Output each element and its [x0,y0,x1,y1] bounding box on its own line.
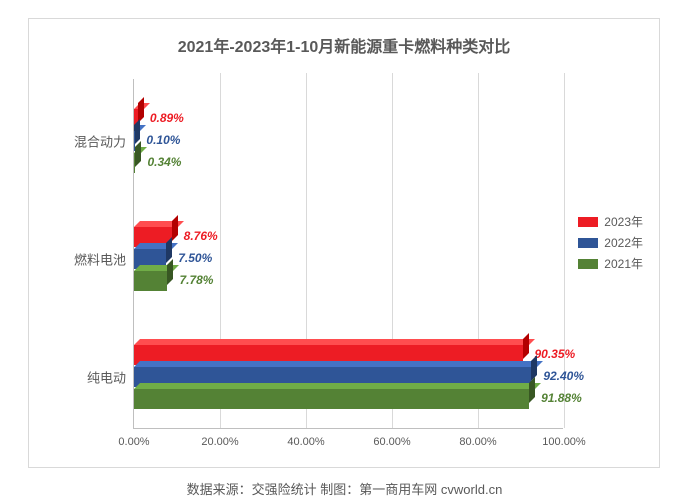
bar [134,389,529,409]
x-tick-label: 100.00% [542,436,585,448]
legend-swatch [578,238,598,248]
value-label: 90.35% [535,347,576,361]
value-label: 0.89% [150,111,184,125]
chart-frame: 2021年-2023年1-10月新能源重卡燃料种类对比 0.00%20.00%4… [0,0,689,502]
bar [134,153,135,173]
legend-label: 2023年 [604,213,643,230]
value-label: 92.40% [543,369,584,383]
x-tick-label: 20.00% [201,436,238,448]
category-label: 混合动力 [58,132,126,151]
data-source-footer: 数据来源：交强险统计 制图：第一商用车网 cvworld.cn [0,479,689,498]
value-label: 7.78% [179,273,213,287]
x-tick-label: 80.00% [459,436,496,448]
category-label: 纯电动 [58,368,126,387]
legend-item: 2021年 [578,255,643,272]
bar [134,271,167,291]
x-tick-label: 0.00% [118,436,149,448]
value-label: 0.34% [147,155,181,169]
legend-swatch [578,217,598,227]
legend-item: 2023年 [578,213,643,230]
x-tick-label: 40.00% [287,436,324,448]
legend-swatch [578,259,598,269]
chart-title: 2021年-2023年1-10月新能源重卡燃料种类对比 [29,33,659,57]
value-label: 8.76% [184,229,218,243]
value-label: 0.10% [146,133,180,147]
value-label: 91.88% [541,391,582,405]
legend-item: 2022年 [578,234,643,251]
category-label: 燃料电池 [58,250,126,269]
legend: 2023年 2022年 2021年 [578,209,643,276]
value-label: 7.50% [178,251,212,265]
chart-border: 2021年-2023年1-10月新能源重卡燃料种类对比 0.00%20.00%4… [28,18,660,468]
x-tick-label: 60.00% [373,436,410,448]
legend-label: 2021年 [604,255,643,272]
plot-area: 0.00%20.00%40.00%60.00%80.00%100.00%混合动力… [133,79,563,429]
legend-label: 2022年 [604,234,643,251]
